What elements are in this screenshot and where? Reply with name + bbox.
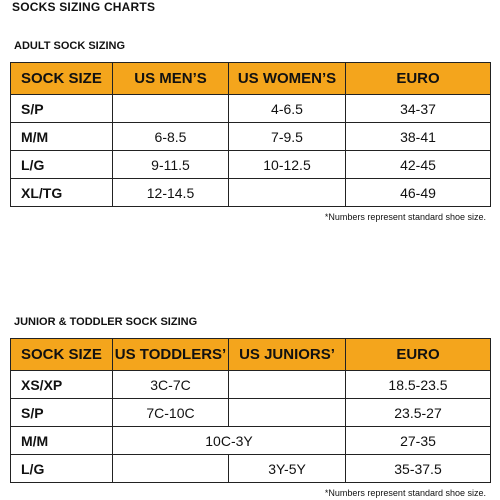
row: M/M 10C-3Y 27-35 xyxy=(10,426,491,455)
cell: XL/TG xyxy=(10,178,113,207)
cell: XS/XP xyxy=(10,370,113,399)
header-cell: SOCK SIZE xyxy=(10,338,113,371)
row: S/P 7C-10C 23.5-27 xyxy=(10,398,491,427)
cell xyxy=(228,398,346,427)
footnote: *Numbers represent standard shoe size. xyxy=(324,212,486,222)
cell: S/P xyxy=(10,398,113,427)
header-cell: US TODDLERS’ xyxy=(112,338,229,371)
header-cell: EURO xyxy=(345,62,491,95)
cell: 42-45 xyxy=(345,150,491,179)
cell xyxy=(112,454,229,483)
section-title: ADULT SOCK SIZING xyxy=(14,40,126,52)
header-cell: US MEN’S xyxy=(112,62,229,95)
row: L/G 3Y-5Y 35-37.5 xyxy=(10,454,491,483)
cell xyxy=(228,370,346,399)
cell: L/G xyxy=(10,150,113,179)
header-cell: US WOMEN’S xyxy=(228,62,346,95)
cell xyxy=(112,94,229,123)
cell: 27-35 xyxy=(345,426,491,455)
cell: M/M xyxy=(10,426,113,455)
cell: 10-12.5 xyxy=(228,150,346,179)
cell: 46-49 xyxy=(345,178,491,207)
cell: 18.5-23.5 xyxy=(345,370,491,399)
row: XL/TG 12-14.5 46-49 xyxy=(10,178,491,207)
header-row: SOCK SIZE US TODDLERS’ US JUNIORS’ EURO xyxy=(10,338,491,371)
cell: 10C-3Y xyxy=(112,426,346,455)
cell: 9-11.5 xyxy=(112,150,229,179)
row: S/P 4-6.5 34-37 xyxy=(10,94,491,123)
cell: 7C-10C xyxy=(112,398,229,427)
cell: 23.5-27 xyxy=(345,398,491,427)
header-cell: EURO xyxy=(345,338,491,371)
footnote: *Numbers represent standard shoe size. xyxy=(324,488,486,498)
page-title: SOCKS SIZING CHARTS xyxy=(12,0,156,14)
row: M/M 6-8.5 7-9.5 38-41 xyxy=(10,122,491,151)
header-row: SOCK SIZE US MEN’S US WOMEN’S EURO xyxy=(10,62,491,95)
cell xyxy=(228,178,346,207)
cell: M/M xyxy=(10,122,113,151)
cell: 6-8.5 xyxy=(112,122,229,151)
cell: 38-41 xyxy=(345,122,491,151)
row: L/G 9-11.5 10-12.5 42-45 xyxy=(10,150,491,179)
cell: 3Y-5Y xyxy=(228,454,346,483)
header-cell: US JUNIORS’ xyxy=(228,338,346,371)
header-cell: SOCK SIZE xyxy=(10,62,113,95)
cell: 4-6.5 xyxy=(228,94,346,123)
adult-table: SOCK SIZE US MEN’S US WOMEN’S EURO S/P 4… xyxy=(10,62,491,207)
cell: 12-14.5 xyxy=(112,178,229,207)
junior-table: SOCK SIZE US TODDLERS’ US JUNIORS’ EURO … xyxy=(10,338,491,483)
cell: L/G xyxy=(10,454,113,483)
cell: 34-37 xyxy=(345,94,491,123)
cell: 7-9.5 xyxy=(228,122,346,151)
cell: 3C-7C xyxy=(112,370,229,399)
cell: S/P xyxy=(10,94,113,123)
section-title: JUNIOR & TODDLER SOCK SIZING xyxy=(14,316,198,328)
cell: 35-37.5 xyxy=(345,454,491,483)
row: XS/XP 3C-7C 18.5-23.5 xyxy=(10,370,491,399)
